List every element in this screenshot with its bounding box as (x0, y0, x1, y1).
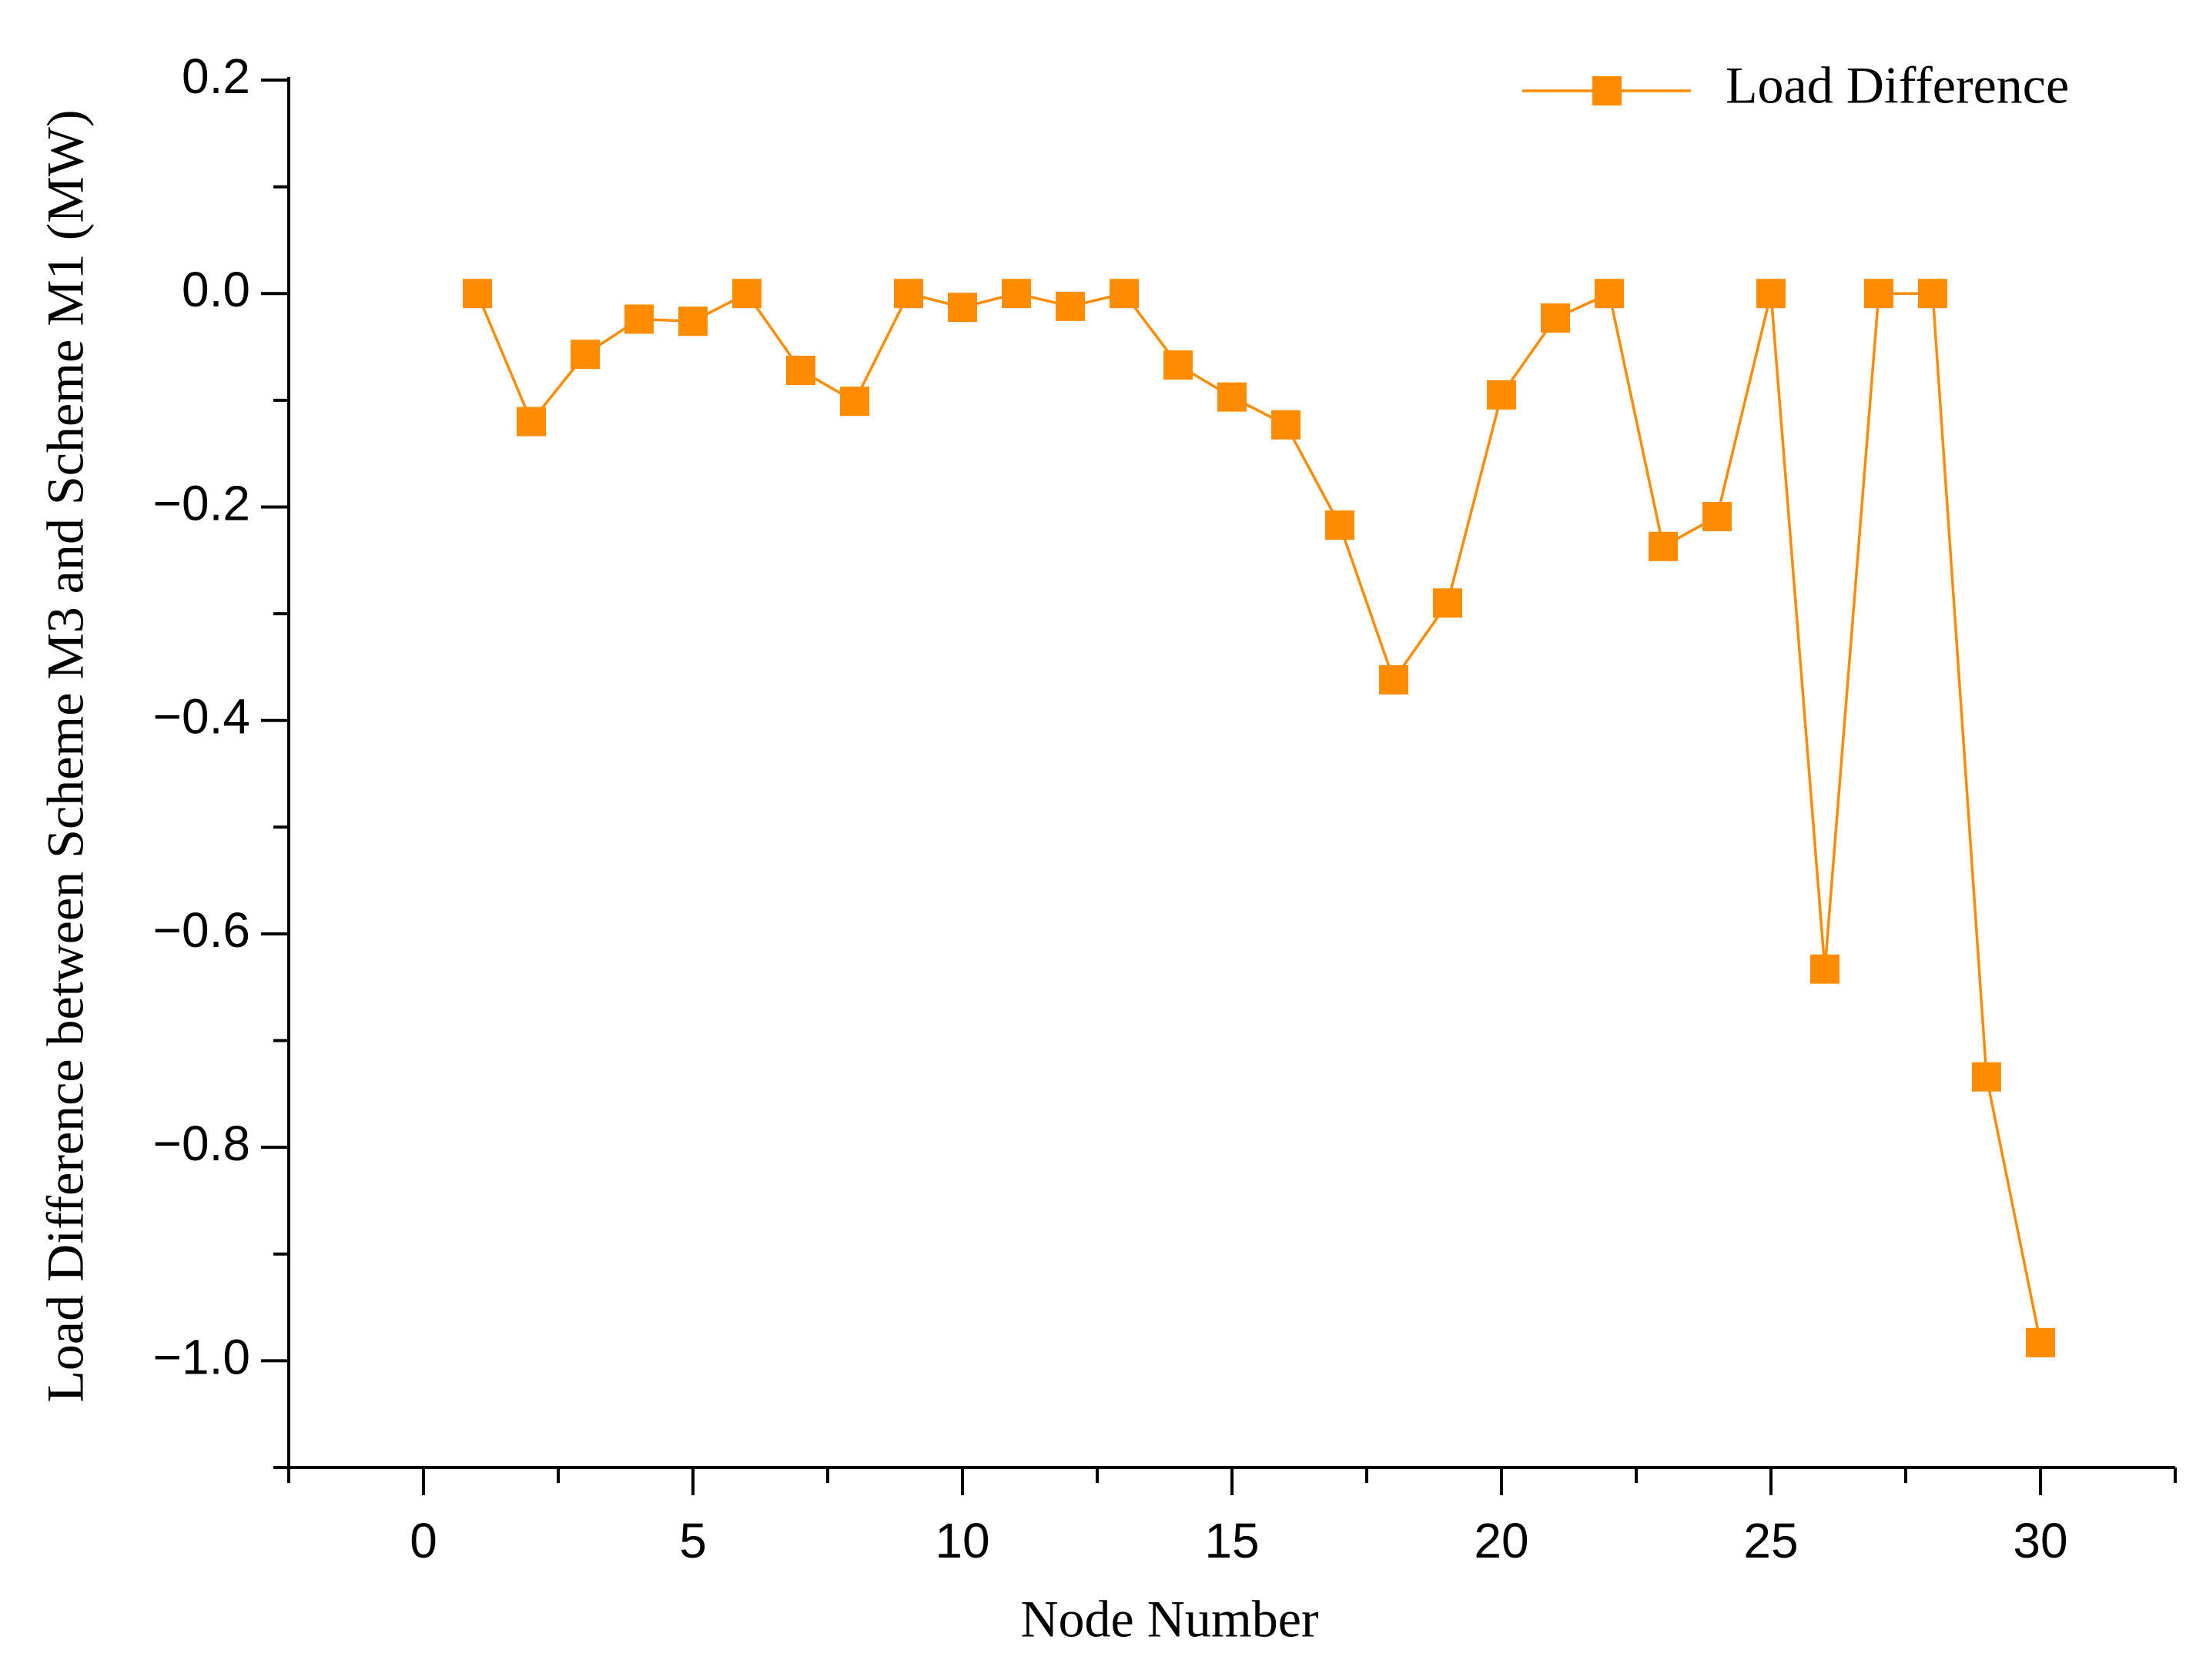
marker (1325, 510, 1354, 540)
marker (678, 306, 708, 336)
marker (948, 293, 977, 323)
marker (1487, 380, 1516, 410)
marker (2026, 1327, 2055, 1357)
y-tick-label: −0.6 (153, 902, 250, 958)
marker (1702, 501, 1732, 531)
x-tick-label: 0 (410, 1513, 437, 1568)
marker (1379, 665, 1408, 695)
marker (1810, 954, 1839, 984)
marker (894, 279, 923, 309)
legend-marker (1592, 76, 1622, 105)
marker (1756, 279, 1786, 309)
marker (1002, 279, 1031, 309)
marker (1972, 1062, 2001, 1092)
y-tick-label: 0.0 (182, 262, 250, 317)
y-tick-label: −0.8 (153, 1116, 250, 1171)
marker (1918, 279, 1947, 309)
marker (1163, 350, 1193, 380)
y-tick-label: −0.2 (153, 475, 250, 530)
marker (1056, 291, 1085, 321)
marker (786, 356, 815, 386)
marker (571, 340, 600, 370)
marker (1649, 531, 1678, 561)
y-tick-label: 0.2 (182, 49, 250, 104)
marker (1271, 410, 1301, 440)
marker (732, 279, 762, 309)
marker (1541, 303, 1570, 333)
legend-label: Load Difference (1726, 56, 2069, 115)
x-tick-label: 25 (1743, 1513, 1798, 1568)
marker (1595, 279, 1624, 309)
marker (1864, 279, 1893, 309)
marker (517, 407, 546, 437)
x-tick-label: 15 (1204, 1513, 1259, 1568)
x-axis-title: Node Number (1020, 1590, 1318, 1648)
series-line (476, 291, 2042, 1344)
y-axis-title: Load Difference between Scheme M3 and Sc… (36, 109, 95, 1402)
marker (840, 387, 869, 417)
x-tick-label: 5 (679, 1513, 707, 1568)
y-tick-label: −1.0 (153, 1329, 250, 1384)
marker (624, 304, 654, 334)
marker (463, 279, 492, 309)
x-tick-label: 10 (935, 1513, 989, 1568)
x-tick-label: 20 (1474, 1513, 1528, 1568)
marker (1110, 279, 1139, 309)
x-tick-label: 30 (2013, 1513, 2067, 1568)
y-tick-label: −0.4 (153, 689, 250, 745)
marker (1433, 588, 1462, 618)
marker (1217, 382, 1247, 412)
